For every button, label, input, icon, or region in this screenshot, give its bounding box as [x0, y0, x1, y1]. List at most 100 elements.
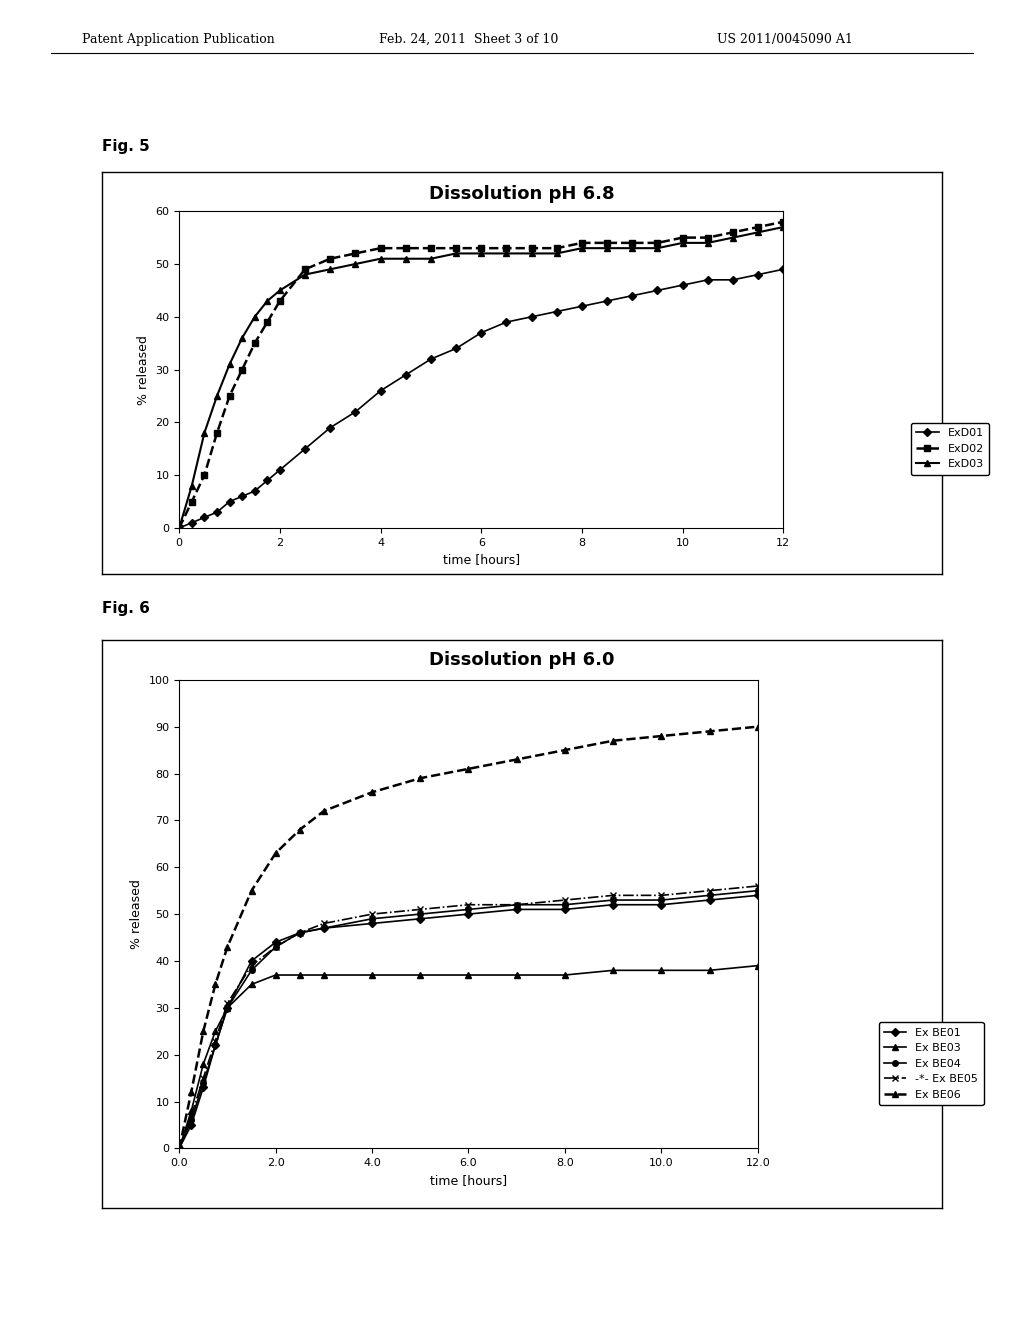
ExD03 [249, 309, 261, 325]
Ex BE03 [511, 968, 523, 983]
ExD01 [475, 325, 487, 341]
ExD03 [651, 240, 664, 256]
Ex BE06 [511, 751, 523, 767]
ExD01 [501, 314, 513, 330]
Ex BE06 [317, 803, 330, 818]
Line: Ex BE06: Ex BE06 [176, 723, 761, 1152]
ExD03 [752, 224, 764, 240]
ExD02 [651, 235, 664, 251]
Ex BE04 [607, 892, 620, 908]
ExD02 [349, 246, 361, 261]
Ex BE04 [294, 925, 306, 941]
Ex BE03 [317, 968, 330, 983]
ExD01 [223, 494, 236, 510]
ExD03 [173, 520, 185, 536]
ExD01 [173, 520, 185, 536]
Ex BE06 [655, 729, 668, 744]
ExD02 [324, 251, 336, 267]
ExD02 [727, 224, 739, 240]
ExD02 [211, 425, 223, 441]
ExD03 [601, 240, 613, 256]
ExD01 [299, 441, 311, 457]
ExD02 [223, 388, 236, 404]
Y-axis label: % released: % released [137, 335, 150, 404]
Ex BE04 [173, 1140, 185, 1156]
Ex BE06 [559, 742, 571, 758]
Line: ExD02: ExD02 [176, 218, 786, 532]
Ex BE01 [269, 935, 282, 950]
ExD03 [501, 246, 513, 261]
Text: Feb. 24, 2011  Sheet 3 of 10: Feb. 24, 2011 Sheet 3 of 10 [379, 33, 558, 46]
Ex BE01 [559, 902, 571, 917]
Ex BE04 [462, 902, 474, 917]
ExD03 [273, 282, 286, 298]
Ex BE01 [209, 1038, 221, 1053]
ExD01 [626, 288, 638, 304]
ExD03 [236, 330, 248, 346]
Ex BE05 [703, 883, 716, 899]
Line: ExD01: ExD01 [176, 267, 786, 531]
ExD03 [261, 293, 273, 309]
Text: US 2011/0045090 A1: US 2011/0045090 A1 [717, 33, 853, 46]
ExD03 [450, 246, 462, 261]
Line: Ex BE04: Ex BE04 [176, 888, 761, 1151]
ExD02 [173, 520, 185, 536]
Ex BE01 [462, 906, 474, 921]
Ex BE04 [246, 962, 258, 978]
X-axis label: time [hours]: time [hours] [430, 1173, 507, 1187]
ExD03 [677, 235, 689, 251]
ExD02 [299, 261, 311, 277]
Ex BE03 [269, 968, 282, 983]
Ex BE06 [703, 723, 716, 739]
ExD02 [777, 214, 790, 230]
ExD01 [324, 420, 336, 436]
Ex BE01 [414, 911, 426, 927]
Ex BE05 [269, 939, 282, 954]
ExD02 [601, 235, 613, 251]
Ex BE05 [559, 892, 571, 908]
Ex BE05 [462, 896, 474, 912]
ExD03 [727, 230, 739, 246]
Ex BE06 [173, 1140, 185, 1156]
ExD01 [261, 473, 273, 488]
Legend: Ex BE01, Ex BE03, Ex BE04, -*- Ex BE05, Ex BE06: Ex BE01, Ex BE03, Ex BE04, -*- Ex BE05, … [879, 1022, 984, 1105]
ExD03 [324, 261, 336, 277]
Ex BE01 [703, 892, 716, 908]
ExD02 [425, 240, 437, 256]
ExD01 [185, 515, 198, 531]
Ex BE03 [655, 962, 668, 978]
Ex BE03 [246, 977, 258, 993]
ExD03 [475, 246, 487, 261]
ExD02 [551, 240, 563, 256]
Ex BE04 [414, 906, 426, 921]
ExD03 [551, 246, 563, 261]
Ex BE05 [185, 1107, 198, 1123]
ExD02 [752, 219, 764, 235]
ExD03 [375, 251, 387, 267]
Ex BE01 [655, 896, 668, 912]
ExD02 [501, 240, 513, 256]
Line: Ex BE03: Ex BE03 [176, 962, 761, 1152]
Ex BE06 [462, 760, 474, 776]
Ex BE04 [366, 911, 378, 927]
ExD02 [701, 230, 714, 246]
Ex BE04 [198, 1074, 210, 1090]
ExD01 [211, 504, 223, 520]
Ex BE06 [198, 1023, 210, 1039]
ExD03 [777, 219, 790, 235]
Text: Fig. 6: Fig. 6 [102, 601, 151, 615]
ExD03 [185, 478, 198, 494]
ExD02 [185, 494, 198, 510]
Ex BE04 [317, 920, 330, 936]
Ex BE01 [294, 925, 306, 941]
ExD03 [525, 246, 538, 261]
Ex BE06 [752, 718, 764, 734]
Ex BE03 [294, 968, 306, 983]
Ex BE03 [607, 962, 620, 978]
ExD03 [199, 425, 211, 441]
ExD01 [425, 351, 437, 367]
ExD02 [677, 230, 689, 246]
Ex BE06 [607, 733, 620, 748]
Ex BE06 [269, 845, 282, 861]
Text: Patent Application Publication: Patent Application Publication [82, 33, 274, 46]
